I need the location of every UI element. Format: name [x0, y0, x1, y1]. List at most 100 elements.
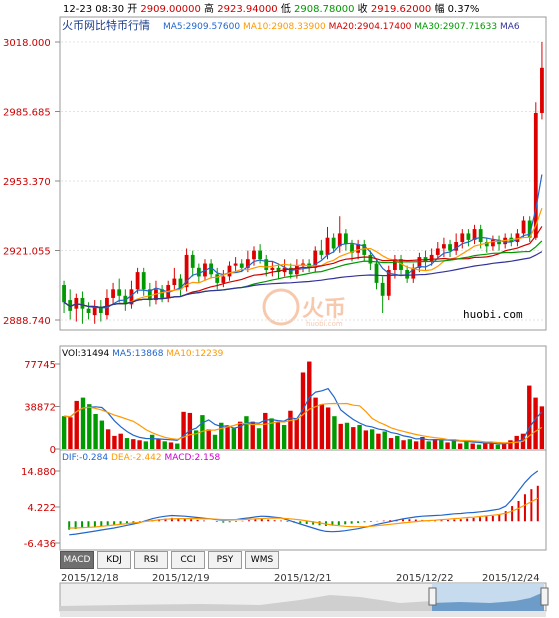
candle-body [429, 254, 434, 262]
timeline-date: 2015/12/19 [152, 573, 210, 584]
candle-body [466, 233, 471, 240]
candle-body [491, 239, 495, 247]
timeline-date: 2015/12/24 [482, 573, 540, 584]
tab-kdj[interactable]: KDJ [97, 551, 131, 569]
navigator-right-handle[interactable] [540, 587, 549, 606]
macd-tick-label: 14.880 [21, 467, 56, 478]
volume-bar [149, 434, 155, 449]
volume-bar [376, 433, 381, 449]
candle-body [521, 220, 526, 234]
volume-bar [124, 438, 130, 449]
candle-body [62, 285, 66, 303]
candle-body [417, 257, 422, 268]
volume-bar [495, 444, 501, 449]
volume-bar [413, 441, 419, 449]
candle-body [184, 254, 189, 288]
ma-label-4: MA6 [500, 22, 520, 32]
candle-body [264, 259, 269, 270]
volume-bar [464, 441, 469, 449]
volume-bar [61, 416, 67, 449]
volume-bar [256, 428, 262, 449]
macd-dif-line [69, 470, 539, 536]
volume-bar [87, 404, 92, 449]
volume-bar [319, 404, 325, 449]
volume-bar [263, 412, 268, 449]
candle-body [270, 267, 275, 270]
candle-body [111, 289, 115, 298]
candle-body [343, 233, 348, 245]
volume-bar [357, 424, 362, 449]
tab-psy[interactable]: PSY [208, 551, 242, 569]
navigator-left-handle[interactable] [428, 587, 437, 606]
price-tick-label: 3018.000 [3, 38, 51, 49]
volume-bar [432, 439, 438, 449]
volume-bar [143, 441, 149, 449]
quote-header: 12-23 08:30 开 2909.00000 高 2923.94000 低 … [63, 2, 479, 15]
volume-bar [420, 436, 425, 449]
price-watermark: 火币 huobi.com [262, 288, 346, 328]
ma-label-0: MA5:2909.57600 [163, 22, 243, 32]
candle-body [331, 237, 336, 249]
macd-dea-line [69, 497, 539, 529]
volume-bar [93, 414, 98, 449]
price-panel-title: 火币网比特币行情 [62, 18, 150, 32]
timeline-dates: 2015/12/18 2015/12/19 2015/12/21 2015/12/22… [61, 573, 540, 584]
macd-label-0: DIF:-0.284 [62, 453, 111, 463]
volume-tick-label: 38872 [24, 403, 56, 414]
ma5-line [63, 174, 543, 309]
tab-rsi[interactable]: RSI [134, 551, 168, 569]
candle-body [98, 306, 103, 313]
volume-bar [457, 443, 463, 449]
candle-body [135, 272, 140, 290]
macd-label-2: MACD:2.158 [165, 453, 221, 463]
timeline-date: 2015/12/22 [396, 573, 454, 584]
volume-bar [332, 416, 337, 449]
volume-bar [527, 385, 532, 449]
header-segment-5: 2908.78000 [294, 4, 354, 15]
ma-label-3: MA30:2907.71633 [414, 22, 500, 32]
volume-y-axis: 77745 38872 0 [24, 360, 60, 456]
volume-bar [237, 421, 243, 449]
volume-bar [307, 361, 312, 449]
candlesticks [62, 42, 544, 324]
indicator-tabs: MACD KDJ RSI CCI PSY WMS [60, 551, 282, 570]
candle-body [80, 297, 85, 309]
ma-label-1: MA10:2908.33900 [243, 22, 329, 32]
volume-bar [206, 429, 211, 449]
volume-legend: VOl:31494 MA5:13868 MA10:12239 [62, 349, 224, 359]
tab-macd[interactable]: MACD [60, 551, 94, 569]
candle-body [399, 259, 403, 270]
macd-label-1: DEA:-2.442 [111, 453, 165, 463]
volume-bar [508, 440, 513, 449]
volume-bar [363, 430, 369, 449]
price-tick-label: 2888.740 [3, 316, 51, 327]
candle-body [374, 263, 379, 283]
watermark-brand: 火币 [302, 297, 346, 322]
volume-bar [470, 443, 475, 449]
candle-body [435, 248, 440, 255]
candle-body [337, 233, 342, 247]
candle-body [325, 237, 330, 255]
volume-bar [369, 429, 375, 449]
volume-bar [131, 439, 136, 449]
candle-body [239, 263, 244, 268]
macd-panel-frame [59, 449, 547, 551]
volume-bars [61, 361, 545, 449]
volume-bar [281, 424, 287, 449]
ma-lines [63, 174, 543, 309]
tab-wms[interactable]: WMS [245, 551, 279, 569]
tab-cci[interactable]: CCI [171, 551, 205, 569]
candle-body [68, 300, 73, 311]
candle-body [245, 259, 250, 268]
volume-bar [118, 433, 123, 449]
candle-body [86, 308, 91, 313]
scrollbar-track[interactable] [60, 611, 546, 617]
candle-body [288, 267, 293, 275]
volume-bar [439, 440, 444, 449]
volume-bar [344, 422, 350, 449]
candle-body [178, 278, 183, 290]
macd-tick-label: -6.436 [24, 539, 56, 550]
header-segment-2: 高 [201, 2, 217, 15]
volume-bar [275, 421, 281, 449]
